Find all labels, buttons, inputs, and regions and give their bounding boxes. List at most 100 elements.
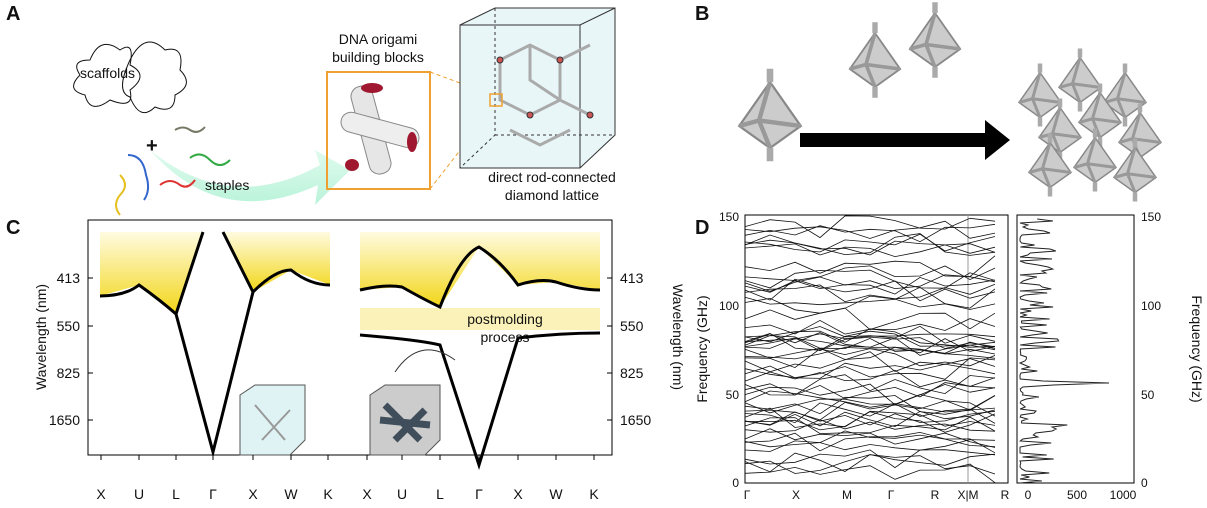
band-line (744, 336, 996, 352)
band-line (744, 330, 996, 351)
band-gap (223, 232, 330, 292)
scaffold (122, 41, 187, 114)
oct-face (1018, 72, 1062, 119)
band-line (744, 286, 996, 309)
text: diamond lattice (505, 187, 599, 203)
band-line (744, 243, 996, 258)
bands (744, 215, 996, 484)
oct-face (1072, 136, 1118, 184)
arrow (394, 349, 456, 373)
band-line (744, 283, 996, 303)
band-line (744, 274, 996, 292)
band-line (744, 278, 996, 302)
staple (159, 179, 196, 188)
band-line (744, 402, 996, 424)
band-line (744, 374, 996, 396)
band-line (744, 215, 996, 239)
band (99, 231, 601, 470)
oct-face (848, 31, 902, 89)
plot-frame (1016, 214, 1135, 484)
oct-face (738, 81, 802, 149)
band-line (744, 390, 996, 413)
x-tick-label: K (589, 486, 599, 502)
staple (115, 174, 126, 216)
x-tick-label: Γ (475, 486, 483, 502)
band-line (744, 233, 996, 253)
x-tick-label: X (792, 488, 800, 502)
y-tick-label: 550 (57, 318, 81, 334)
band-line (744, 357, 996, 380)
band-line (744, 233, 996, 256)
x-tick-label: W (549, 486, 563, 502)
text: staples (205, 177, 249, 193)
axis-label: Wavelength (nm) (33, 284, 49, 390)
y-tick-label: 50 (1141, 388, 1155, 402)
oct-face (1078, 92, 1122, 139)
band-line (744, 395, 996, 415)
staple (174, 126, 206, 133)
x-tick-label: K (323, 486, 333, 502)
y-tick-label: 413 (620, 270, 644, 286)
band-line (744, 295, 996, 314)
band-line (744, 276, 996, 295)
oct-face (1057, 56, 1103, 104)
octahedron (1112, 138, 1158, 202)
y-tick-label: 100 (719, 299, 739, 313)
band-gap (100, 232, 203, 314)
x-tick-label: R (1001, 488, 1010, 502)
text: DNA origami (339, 31, 418, 47)
panel-label: D (695, 217, 709, 239)
x-tick-label: X (96, 486, 106, 502)
y-tick-label: 1650 (49, 412, 80, 428)
octahedron (1072, 128, 1118, 192)
panel-label: B (695, 3, 709, 25)
band-line (744, 269, 996, 289)
band-line (744, 407, 996, 428)
y-tick-label: 150 (719, 210, 739, 224)
oct-face (1058, 57, 1102, 104)
oct-face (1017, 71, 1063, 119)
text: direct rod-connected (488, 169, 616, 185)
y-tick-label: 50 (726, 388, 740, 402)
text: scaffolds (80, 65, 135, 81)
x-tick-label: L (172, 486, 180, 502)
y-tick-label: 100 (1141, 299, 1161, 313)
band-line (744, 449, 996, 469)
cube-icon (239, 384, 441, 456)
octahedron (848, 22, 902, 98)
panel-label: C (6, 217, 20, 239)
oct-face (908, 11, 962, 69)
band-line (744, 383, 996, 406)
band-line (744, 351, 996, 373)
band-line (744, 430, 996, 448)
band-line (744, 348, 996, 369)
band-line (744, 416, 996, 435)
band-line (744, 255, 996, 278)
x-tick-label: 0 (1025, 488, 1032, 502)
band-line (744, 265, 996, 281)
x-tick-label: R (931, 488, 940, 502)
x-tick-label: Γ (744, 488, 751, 502)
x-tick-label: X|M (957, 488, 978, 502)
axis-label: Frequency (GHz) (694, 295, 710, 402)
x-tick-label: X (248, 486, 258, 502)
x-tick-label: 500 (1067, 488, 1087, 502)
lattice-cube (459, 7, 616, 169)
axis-label: Frequency (GHz) (1189, 295, 1205, 402)
band-line (744, 400, 996, 421)
band-line (744, 234, 996, 256)
x-tick-label: Γ (209, 486, 217, 502)
text: + (146, 135, 158, 157)
x-tick-label: M (842, 488, 852, 502)
oct-face (1073, 137, 1117, 184)
plot-frame (87, 219, 613, 456)
x-tick-label: L (436, 486, 444, 502)
scaffold (73, 43, 141, 107)
oct-face (849, 32, 901, 88)
oct-face (909, 12, 961, 68)
band-line (744, 223, 996, 243)
annotation: postmolding (467, 311, 543, 327)
band-line (744, 410, 996, 426)
x-tick-label: W (284, 486, 298, 502)
axis-label: Wavelength (nm) (670, 284, 686, 390)
